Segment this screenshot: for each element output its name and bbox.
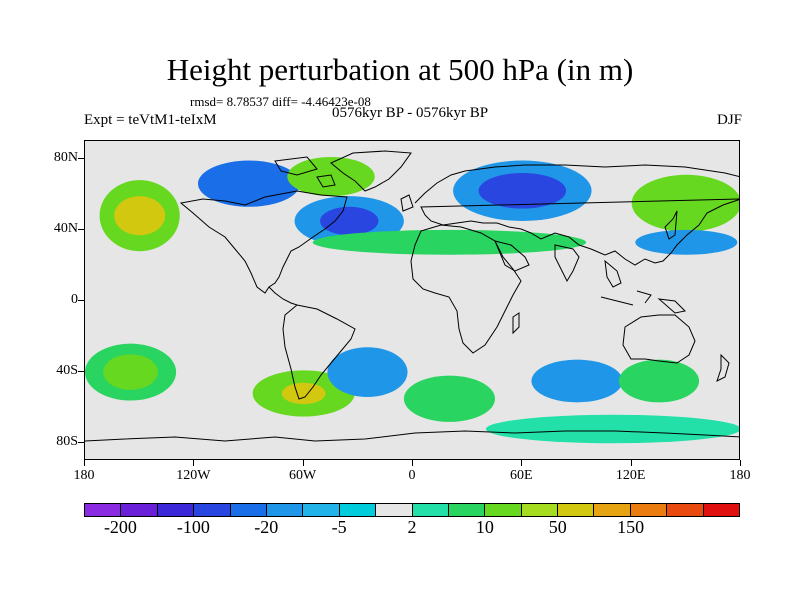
lat-tick <box>78 157 84 159</box>
colorbar-swatch <box>630 504 668 516</box>
lat-tick <box>78 371 84 373</box>
colorbar-swatch <box>85 504 122 516</box>
colorbar-swatch <box>485 504 522 516</box>
coastline-japan <box>664 210 678 240</box>
coastline-indonesia <box>600 290 687 314</box>
coastline-new-zealand <box>716 353 730 382</box>
lat-label: 80S <box>56 434 78 450</box>
colorbar-swatch <box>230 504 267 516</box>
colorbar-label: -5 <box>331 517 347 537</box>
colorbar-swatch <box>594 504 631 516</box>
lat-label: 40S <box>56 363 78 379</box>
coastline-north-america <box>179 190 348 294</box>
colorbar-swatch <box>194 504 231 516</box>
contour-field-3 <box>287 157 375 197</box>
coastline-eurasia <box>414 164 739 266</box>
lon-tick <box>84 460 85 466</box>
lon-tick <box>630 460 632 466</box>
lon-label: 60E <box>510 468 533 483</box>
contour-field-16 <box>403 375 496 422</box>
lon-tick <box>193 460 195 466</box>
experiment-label: Expt = teVtM1-teIxM <box>84 112 217 128</box>
contour-field-7 <box>478 173 567 209</box>
colorbar-swatch <box>376 504 413 516</box>
coastline-south-america <box>282 304 356 400</box>
colorbar-label: -100 <box>176 517 210 537</box>
colorbar-swatch <box>339 504 377 516</box>
coastline-antarctica <box>85 430 739 442</box>
coastline-arabia <box>494 240 530 272</box>
lon-tick <box>521 460 523 466</box>
coastline-uk <box>400 194 414 212</box>
colorbar-label: -200 <box>103 517 137 537</box>
contour-field-15 <box>327 347 408 397</box>
coastline-greenland <box>330 150 412 192</box>
contour-field-18 <box>618 359 700 403</box>
contour-field-9 <box>631 174 739 232</box>
period-label: 0576kyr BP - 0576kyr BP <box>331 105 489 121</box>
colorbar-swatch <box>558 504 595 516</box>
contour-field-19 <box>485 414 739 444</box>
colorbar-swatch <box>521 504 559 516</box>
coastline-southeast-asia <box>604 259 622 288</box>
coastline-africa <box>410 224 522 354</box>
colorbar-swatch <box>412 504 449 516</box>
coastlines <box>85 150 739 442</box>
lon-label: 180 <box>729 468 751 483</box>
lon-tick <box>740 460 741 466</box>
colorbar-swatch <box>157 504 195 516</box>
map-canvas <box>85 141 739 459</box>
colorbar <box>84 503 740 517</box>
lon-label: 120W <box>176 468 211 483</box>
colorbar-label: 2 <box>407 517 417 537</box>
lon-label: 60W <box>289 468 317 483</box>
coastline-australia <box>622 314 696 364</box>
colorbar-swatch <box>667 504 704 516</box>
lat-label: 80N <box>53 149 78 165</box>
contour-field-1 <box>114 196 166 236</box>
lon-tick <box>412 460 413 466</box>
lat-tick <box>78 228 84 230</box>
lat-tick <box>78 300 84 301</box>
colorbar-label: 150 <box>617 517 645 537</box>
colorbar-swatch <box>703 504 740 516</box>
colorbar-label: -20 <box>254 517 279 537</box>
coastline-madagascar <box>512 312 520 335</box>
lon-label: 0 <box>408 468 416 483</box>
contour-field-17 <box>531 359 623 403</box>
lon-tick <box>302 460 304 466</box>
chart-title: Height perturbation at 500 hPa (in m) <box>166 52 634 87</box>
colorbar-swatch <box>448 504 486 516</box>
map-plot <box>84 140 740 460</box>
season-label: DJF <box>716 112 742 128</box>
colorbar-swatch <box>303 504 340 516</box>
coastline-canadian-arctic <box>274 156 336 188</box>
lat-tick <box>78 442 84 444</box>
contour-field-5 <box>320 206 379 236</box>
coastline-central-america <box>268 286 298 306</box>
lat-label: 40N <box>53 220 78 236</box>
stats-text: rmsd= 8.78537 diff= -4.46423e-08 <box>190 94 371 109</box>
contour-field-14 <box>281 382 326 405</box>
colorbar-label: 10 <box>475 517 494 537</box>
colorbar-swatch <box>121 504 158 516</box>
colorbar-swatch <box>266 504 304 516</box>
lon-label: 180 <box>73 468 95 483</box>
contour-field-8 <box>312 229 587 255</box>
colorbar-label: 50 <box>548 517 567 537</box>
contour-field-12 <box>103 354 158 390</box>
contour-field-10 <box>635 229 738 255</box>
lat-label: 0 <box>71 292 78 307</box>
coastline-india <box>554 244 580 283</box>
lon-label: 120E <box>615 468 646 483</box>
